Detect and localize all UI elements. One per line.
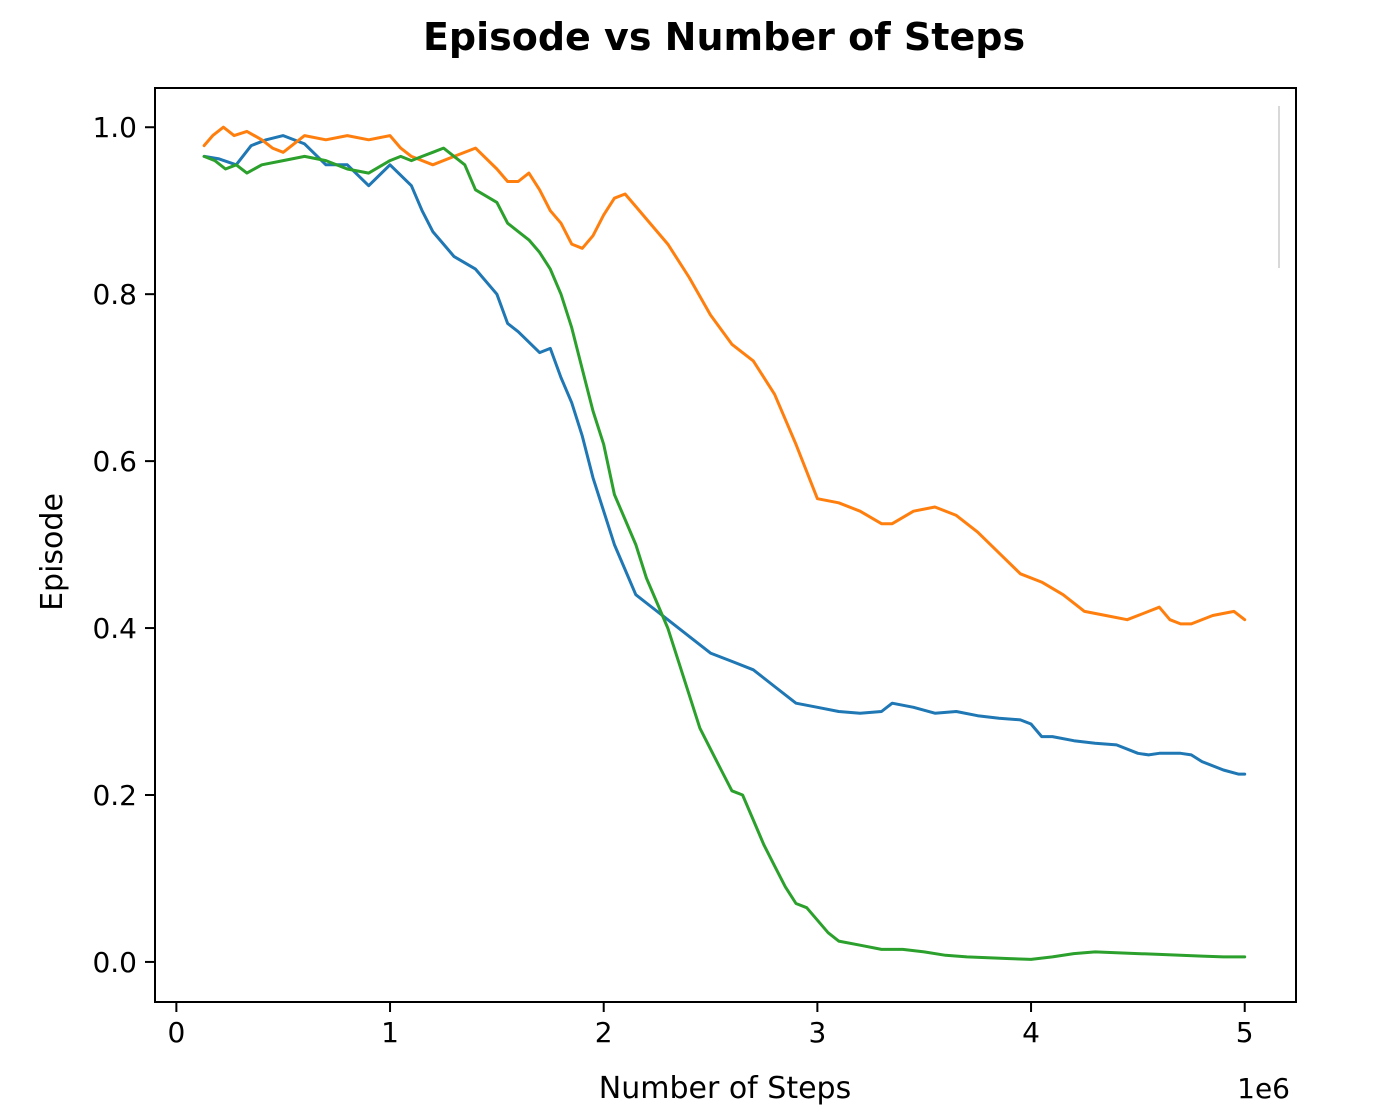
series-line-3 [202,146,1247,961]
y-tick-label: 0.2 [92,779,137,812]
x-tick-label: 3 [808,1016,826,1049]
x-tick-label: 0 [167,1016,185,1049]
y-tick-label: 0.4 [92,612,137,645]
chart-title: Episode vs Number of Steps [423,15,1025,59]
plot-frame [154,87,1297,1003]
y-axis-label: Episode [35,493,70,611]
x-axis-label: Number of Steps [599,1071,851,1106]
plot-area: 0 1 2 3 4 5 0.0 0.2 0.4 0.6 0.8 1.0 [92,87,1297,1049]
series-line-2 [202,125,1247,626]
x-axis-offset-label: 1e6 [1237,1072,1290,1105]
y-tick-label: 1.0 [92,111,137,144]
x-tick-label: 4 [1022,1016,1040,1049]
x-tick-label: 5 [1236,1016,1254,1049]
y-tick-label: 0.6 [92,445,137,478]
y-tick-label: 0.8 [92,278,137,311]
series-line-1 [202,134,1247,776]
x-tick-label: 1 [381,1016,399,1049]
x-tick-label: 2 [595,1016,613,1049]
y-tick-label: 0.0 [92,946,137,979]
